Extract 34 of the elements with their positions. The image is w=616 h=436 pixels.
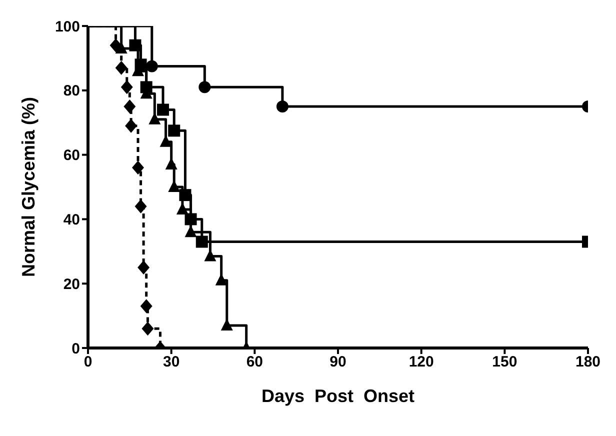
point	[146, 60, 158, 72]
x-tick-label: 180	[575, 354, 601, 371]
point	[132, 160, 144, 175]
point	[196, 236, 208, 248]
x-tick-label: 120	[408, 354, 434, 371]
x-tick-label: 150	[492, 354, 518, 371]
y-tick-label: 20	[63, 276, 80, 293]
point	[168, 124, 180, 137]
y-axis-title: Normal Glycemia (%)	[18, 96, 38, 278]
y-tick-label: 100	[54, 18, 80, 36]
point	[157, 104, 169, 116]
x-tick-label: 90	[330, 354, 346, 371]
y-tick-label: 40	[63, 212, 80, 229]
point	[129, 39, 142, 52]
x-tick-label: 30	[162, 354, 180, 371]
point	[198, 81, 211, 94]
point	[184, 213, 197, 226]
point	[120, 80, 133, 94]
point	[142, 322, 154, 336]
point	[124, 100, 136, 114]
point	[179, 189, 192, 202]
y-tick-label: 60	[63, 147, 80, 164]
point	[138, 260, 150, 274]
point	[110, 38, 122, 52]
point	[276, 100, 288, 112]
point	[140, 299, 152, 314]
y-tick-label: 0	[72, 340, 80, 358]
point	[115, 60, 128, 75]
x-axis-title: Days Post Onset	[261, 386, 415, 406]
x-tick-label: 60	[246, 354, 264, 371]
point	[125, 118, 138, 133]
point	[134, 199, 147, 214]
x-tick-label: 0	[84, 354, 92, 371]
y-tick-label: 80	[63, 82, 80, 100]
